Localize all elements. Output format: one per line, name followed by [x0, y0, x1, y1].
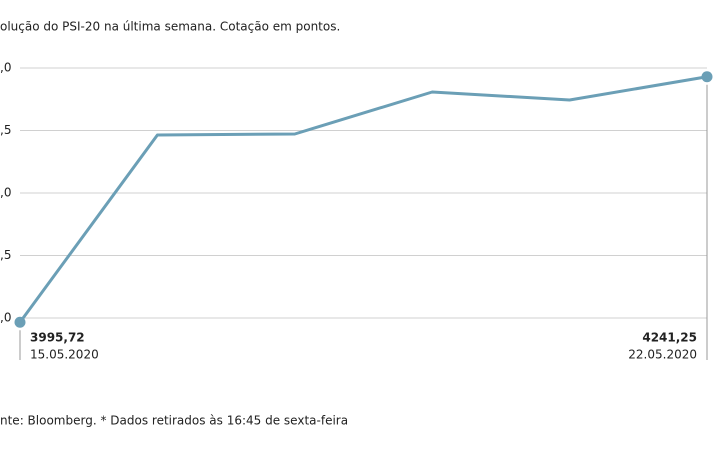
y-tick-label: ,0 — [0, 311, 11, 325]
y-tick-label: ,0 — [0, 61, 11, 75]
marker — [14, 316, 26, 328]
chart-title: olução do PSI-20 na última semana. Cotaç… — [0, 20, 340, 34]
value-label: 4241,25 — [642, 331, 697, 345]
line — [18, 75, 708, 324]
value-label: 3995,72 — [30, 331, 85, 345]
y-tick-label: ,5 — [0, 248, 11, 262]
y-tick-label: ,5 — [0, 123, 11, 137]
y-tick-label: ,0 — [0, 186, 11, 200]
x-tick-label: 15.05.2020 — [30, 348, 99, 362]
footer: nte: Bloomberg. * Dados retirados às 16:… — [0, 414, 348, 428]
x-tick-label: 22.05.2020 — [628, 348, 697, 362]
marker — [701, 71, 713, 83]
